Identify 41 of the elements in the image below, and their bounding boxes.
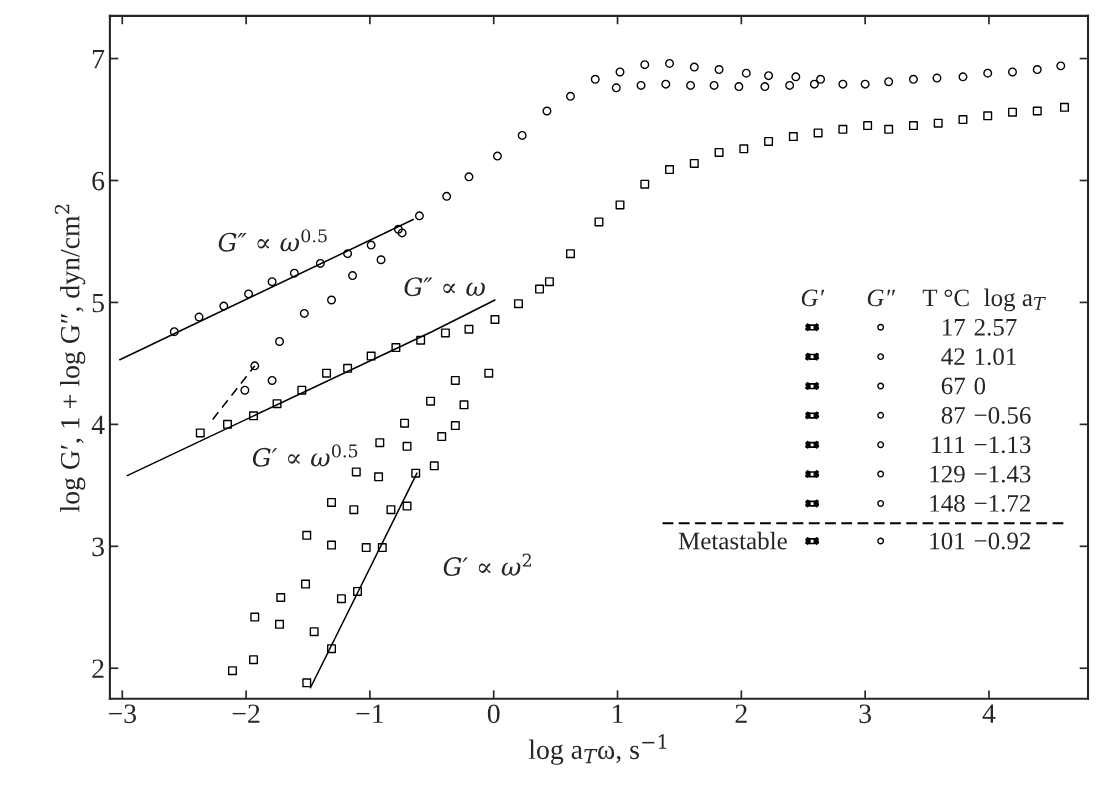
x-tick-label: 3 xyxy=(859,704,872,724)
annotation: G′ xyxy=(801,289,825,307)
annotation: 17 xyxy=(942,318,966,336)
x-tick-label: 1 xyxy=(613,704,623,723)
y-tick-label: 7 xyxy=(92,50,105,69)
annotation: 2.57 xyxy=(974,318,1017,336)
annotation: −1.13 xyxy=(974,436,1031,454)
y-axis-title: log G′, 1 + log G″, dyn/cm$^{2}$ xyxy=(54,204,86,513)
x-tick-label: −3 xyxy=(108,704,136,724)
annotation: T °C xyxy=(922,289,969,307)
annotation: 87 xyxy=(941,406,966,424)
annotation: 1.01 xyxy=(975,348,1016,366)
x-tick-label: −2 xyxy=(232,704,260,723)
annotation: 129 xyxy=(930,465,965,483)
annotation: log a$_{T}$ xyxy=(984,288,1046,312)
y-tick-label: 6 xyxy=(92,171,105,191)
annotation: 42 xyxy=(941,348,965,365)
annotation: Metastable xyxy=(678,531,787,550)
annotation: G″ xyxy=(867,289,896,307)
annotation: G′ ∝ ω$^{2}$ xyxy=(443,553,531,576)
annotation: −0.92 xyxy=(974,532,1031,550)
annotation: G′ ∝ ω$^{0.5}$ xyxy=(252,444,358,467)
annotation: −1.43 xyxy=(974,465,1031,483)
annotation: 148 xyxy=(930,495,965,512)
x-tick-label: 2 xyxy=(735,704,747,723)
annotation: 111 xyxy=(932,436,965,453)
annotation: −1.72 xyxy=(974,495,1031,512)
x-tick-label: 4 xyxy=(982,704,996,723)
annotation: 0 xyxy=(974,377,986,395)
x-tick-label: 0 xyxy=(487,704,500,724)
annotation: 101 xyxy=(930,532,965,550)
x-axis-title: log a$_{T}$ω, s$^{−1}$ xyxy=(528,734,667,765)
x-tick-label: −1 xyxy=(356,704,384,723)
annotation: 67 xyxy=(941,377,966,395)
y-tick-label: 4 xyxy=(91,415,105,434)
y-tick-label: 2 xyxy=(92,659,104,678)
y-tick-label: 5 xyxy=(92,293,104,313)
annotation: −0.56 xyxy=(974,406,1031,424)
annotation: G″ ∝ ω xyxy=(404,277,485,297)
annotation: G″ ∝ ω$^{0.5}$ xyxy=(218,229,327,252)
y-tick-label: 3 xyxy=(92,537,104,557)
